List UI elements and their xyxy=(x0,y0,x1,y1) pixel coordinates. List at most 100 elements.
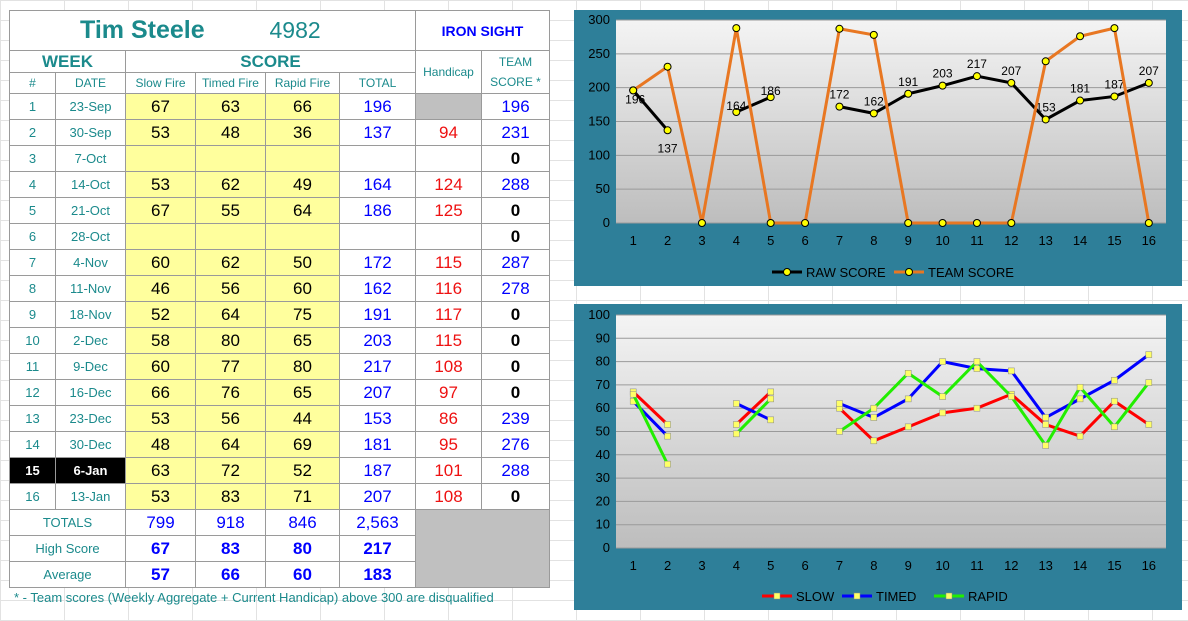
y-tick-label: 40 xyxy=(596,447,610,462)
week-date: 30-Dec xyxy=(55,431,126,458)
week-number: 11 xyxy=(9,353,56,380)
x-tick-label: 3 xyxy=(698,558,705,573)
timed-fire-header: Timed Fire xyxy=(195,72,266,94)
series-line xyxy=(632,26,1151,225)
y-tick-label: 300 xyxy=(588,12,610,27)
table-row: 4 14-Oct 53 62 49 164 124 288 xyxy=(9,171,550,198)
y-tick-label: 100 xyxy=(588,147,610,162)
data-point xyxy=(939,358,946,365)
team-score: 0 xyxy=(481,379,550,406)
data-point xyxy=(1041,57,1050,66)
x-tick-label: 12 xyxy=(1004,558,1018,573)
x-tick-label: 1 xyxy=(630,233,637,248)
data-point xyxy=(733,421,740,428)
num-header: # xyxy=(9,72,56,94)
team-score: 287 xyxy=(481,249,550,276)
data-point xyxy=(1041,115,1050,124)
timed-score: 62 xyxy=(195,171,266,198)
x-tick-label: 14 xyxy=(1073,558,1087,573)
data-point xyxy=(939,393,946,400)
x-tick-label: 6 xyxy=(801,233,808,248)
week-number: 10 xyxy=(9,327,56,354)
totals-rapid: 846 xyxy=(265,509,340,536)
week-date: 4-Nov xyxy=(55,249,126,276)
rapid-score: 44 xyxy=(265,405,340,432)
data-point xyxy=(904,89,913,98)
x-tick-label: 14 xyxy=(1073,233,1087,248)
total-score xyxy=(339,223,416,250)
data-point xyxy=(836,400,843,407)
high-slow: 67 xyxy=(125,535,196,562)
y-tick-label: 80 xyxy=(596,354,610,369)
timed-score: 62 xyxy=(195,249,266,276)
data-point xyxy=(870,404,878,412)
table-row: 6 28-Oct 0 xyxy=(9,223,550,250)
timed-score: 77 xyxy=(195,353,266,380)
week-number: 13 xyxy=(9,405,56,432)
legend-label: TEAM SCORE xyxy=(928,265,1014,280)
slow-score: 53 xyxy=(125,483,196,510)
data-point xyxy=(870,437,878,445)
data-label: 153 xyxy=(1036,100,1056,114)
handicap-header: Handicap xyxy=(415,50,482,94)
data-point xyxy=(973,404,981,412)
y-tick-label: 30 xyxy=(596,470,610,485)
total-header: TOTAL xyxy=(339,72,416,94)
data-point xyxy=(1110,92,1119,101)
team-score: 0 xyxy=(481,145,550,172)
data-point xyxy=(870,414,878,421)
slow-score: 58 xyxy=(125,327,196,354)
week-date: 18-Nov xyxy=(55,301,126,328)
rapid-score: 66 xyxy=(265,93,340,120)
handicap-value xyxy=(415,223,482,250)
team-score: 0 xyxy=(481,353,550,380)
shooter-id: 4982 xyxy=(265,10,416,51)
total-score: 217 xyxy=(339,353,416,380)
slow-score: 46 xyxy=(125,275,196,302)
series-line xyxy=(735,95,772,114)
week-date: 23-Sep xyxy=(55,93,126,120)
team-score: 288 xyxy=(481,457,550,484)
data-point xyxy=(733,430,740,438)
high-rapid: 80 xyxy=(265,535,340,562)
x-tick-label: 4 xyxy=(733,233,740,248)
series-line xyxy=(632,89,669,132)
data-point xyxy=(664,432,671,440)
x-tick-label: 8 xyxy=(870,558,877,573)
summary-blank xyxy=(415,509,550,588)
week-number: 7 xyxy=(9,249,56,276)
totals-label: TOTALS xyxy=(9,509,126,536)
data-label: 207 xyxy=(1139,64,1159,78)
slow-score: 60 xyxy=(125,353,196,380)
series-line xyxy=(839,74,1150,122)
table-row: 15 6-Jan 63 72 52 187 101 288 xyxy=(9,457,550,484)
timed-score: 80 xyxy=(195,327,266,354)
week-number: 12 xyxy=(9,379,56,406)
table-row: 13 23-Dec 53 56 44 153 86 239 xyxy=(9,405,550,432)
total-score xyxy=(339,145,416,172)
rapid-score: 52 xyxy=(265,457,340,484)
handicap-value: 108 xyxy=(415,353,482,380)
data-point xyxy=(938,219,947,227)
x-tick-label: 6 xyxy=(801,558,808,573)
high-score-label: High Score xyxy=(9,535,126,562)
week-date: 6-Jan xyxy=(55,457,126,484)
slow-score: 52 xyxy=(125,301,196,328)
y-tick-label: 50 xyxy=(596,181,610,196)
data-point xyxy=(904,219,913,227)
score-sheet: Tim Steele 4982 IRON SIGHT WEEK SCORE Ha… xyxy=(9,10,550,588)
total-score: 186 xyxy=(339,197,416,224)
week-date: 7-Oct xyxy=(55,145,126,172)
data-point xyxy=(1076,432,1084,440)
data-label: 162 xyxy=(864,94,884,108)
totals-total: 2,563 xyxy=(339,509,416,536)
data-point xyxy=(801,219,810,227)
data-point xyxy=(664,460,671,468)
data-point xyxy=(783,268,791,276)
data-point xyxy=(972,72,981,81)
data-label: 186 xyxy=(761,84,781,98)
data-point xyxy=(869,109,878,118)
score-header: SCORE xyxy=(125,50,416,73)
slow-score: 63 xyxy=(125,457,196,484)
date-header: DATE xyxy=(55,72,126,94)
